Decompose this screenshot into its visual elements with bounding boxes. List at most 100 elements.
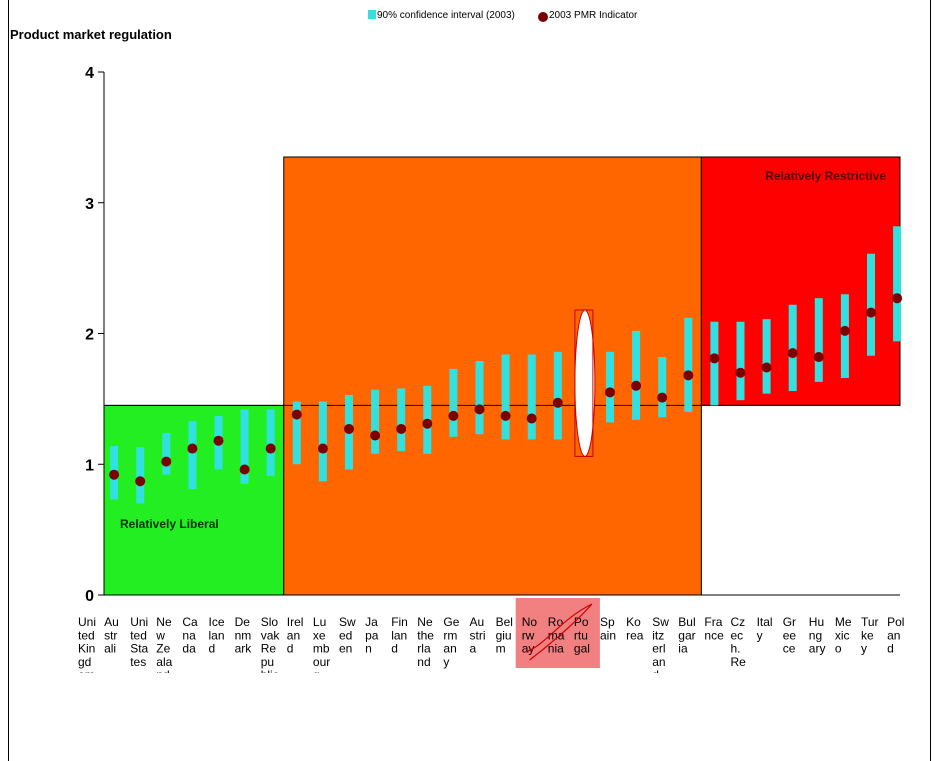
- x-tick-label: Pol an d: [887, 615, 904, 656]
- pmr-point: [239, 464, 250, 475]
- x-tick-label: Hu ng ary: [809, 615, 826, 656]
- pmr-point: [396, 423, 407, 434]
- legend-interval-swatch: [368, 10, 376, 19]
- pmr-point: [552, 397, 563, 408]
- x-tick-label: No rw ay: [522, 615, 538, 656]
- ci-bar: [867, 253, 875, 356]
- x-tick-label: Lu xe mb our g: [313, 615, 330, 682]
- pmr-point: [605, 387, 615, 398]
- pmr-point: [422, 418, 433, 429]
- pmr-point: [344, 423, 354, 434]
- region-relatively-restrictive-label: Relatively Restrictive: [765, 169, 886, 183]
- pmr-point: [839, 325, 850, 336]
- legend-interval-label: 90% confidence interval (2003): [377, 10, 515, 21]
- ci-bar: [318, 401, 327, 482]
- confidence-interval-layer: [110, 226, 902, 504]
- ci-bar: [606, 351, 614, 423]
- pmr-point: [813, 352, 824, 363]
- pmr-point: [787, 348, 798, 359]
- y-tick-label: 4: [85, 65, 94, 82]
- pmr-point: [135, 476, 146, 487]
- legend: 90% confidence interval (2003) 2003 PMR I…: [368, 10, 638, 22]
- ci-bar: [188, 421, 197, 490]
- pmr-point: [448, 410, 459, 421]
- ci-bar: [893, 226, 902, 342]
- x-tick-label: Sw ed en: [339, 615, 356, 656]
- pmr-point: [187, 443, 198, 454]
- pmr-point: [291, 409, 302, 420]
- pmr-point: [474, 404, 485, 415]
- ci-bar: [762, 319, 771, 394]
- pmr-point: [317, 443, 328, 454]
- x-label-group: Uni ted Kin gd om Au str ali Uni ted Sta tes Ne w Ze al…: [78, 615, 904, 682]
- pmr-point: [109, 469, 120, 480]
- pmr-point: [657, 392, 668, 403]
- x-tick-label: Gr ee ce: [783, 615, 797, 656]
- x-tick-label: Uni ted Sta tes: [130, 615, 148, 669]
- ci-bar: [397, 388, 406, 452]
- ci-bar: [840, 294, 849, 378]
- ci-bar: [240, 409, 249, 484]
- ci-bar: [814, 298, 823, 382]
- x-tick-label: Au stri a: [470, 615, 486, 656]
- ci-bar: [501, 354, 510, 440]
- region-relatively-liberal-label: Relatively Liberal: [120, 517, 219, 531]
- pmr-point: [213, 435, 224, 446]
- pmr-point: [866, 307, 876, 318]
- x-tick-label: Fra nce: [704, 615, 724, 642]
- y-tick-label: 1: [85, 457, 94, 474]
- ci-bar: [710, 321, 719, 406]
- ci-bar: [553, 351, 562, 440]
- x-tick-label: Me xic o: [835, 615, 852, 656]
- pmr-point: [526, 413, 537, 424]
- y-axis-title: Product market regulation: [10, 27, 172, 42]
- x-axis-labels: Uni ted Kin gd om Au str ali Uni ted Sta tes Ne w Ze al…: [78, 603, 904, 682]
- pmr-point: [683, 370, 694, 381]
- ci-bar: [162, 432, 171, 475]
- chart-frame: [8, 0, 931, 761]
- ci-bar: [475, 360, 484, 435]
- highlight-label-background: [515, 598, 600, 668]
- ci-bar: [527, 354, 536, 440]
- x-tick-label: Ca na da: [182, 615, 198, 656]
- x-tick-label: Fin lan d: [391, 615, 408, 656]
- ci-bar: [658, 357, 667, 418]
- x-tick-label: Ro ma nia: [548, 615, 565, 656]
- pmr-point: [500, 410, 511, 421]
- x-tick-label: Ko rea: [626, 615, 644, 642]
- x-tick-label: De nm ark: [235, 615, 253, 656]
- x-tick-label: Bul gar ia: [678, 615, 695, 656]
- x-tick-label: Slo vak Re pu blic: [261, 615, 281, 682]
- x-tick-label: Ja pa n: [365, 615, 379, 656]
- y-tick-label: 3: [85, 196, 94, 213]
- pmr-point: [761, 362, 772, 373]
- y-tick-label: 2: [85, 327, 94, 344]
- x-tick-label: Ital y: [757, 615, 773, 642]
- ci-bar: [449, 368, 458, 437]
- ci-bar: [371, 389, 380, 454]
- pmr-point: [735, 367, 746, 378]
- x-tick-label: Sp ain: [600, 615, 616, 642]
- pmr-points-layer: [109, 293, 903, 487]
- x-tick-label: Bel giu m: [496, 615, 513, 656]
- x-tick-label: Irel an d: [287, 615, 304, 656]
- pmr-point: [631, 380, 642, 391]
- ci-bar: [266, 409, 275, 477]
- pmr-point: [265, 443, 276, 454]
- ci-bar: [736, 321, 745, 401]
- highlight-scribble: [525, 603, 593, 661]
- x-tick-label: Uni ted Kin gd om: [78, 615, 96, 682]
- ci-highlight-ellipse: [574, 309, 596, 457]
- ci-bar: [292, 401, 301, 465]
- ci-bar: [632, 330, 641, 420]
- y-axis: 0 1 2 3 4: [85, 65, 900, 605]
- y-tick-label: 0: [85, 588, 94, 605]
- x-tick-label: Cz ec h. Re: [731, 615, 747, 669]
- region-relatively-restrictive: [700, 156, 901, 406]
- pmr-point: [892, 293, 903, 304]
- x-tick-label: Sw itz erl an d: [652, 615, 669, 682]
- x-tick-label: Ne w Ze ala nd: [155, 615, 172, 682]
- ci-bar: [136, 447, 145, 504]
- ci-bar: [788, 304, 797, 392]
- legend-point-marker: [538, 12, 548, 22]
